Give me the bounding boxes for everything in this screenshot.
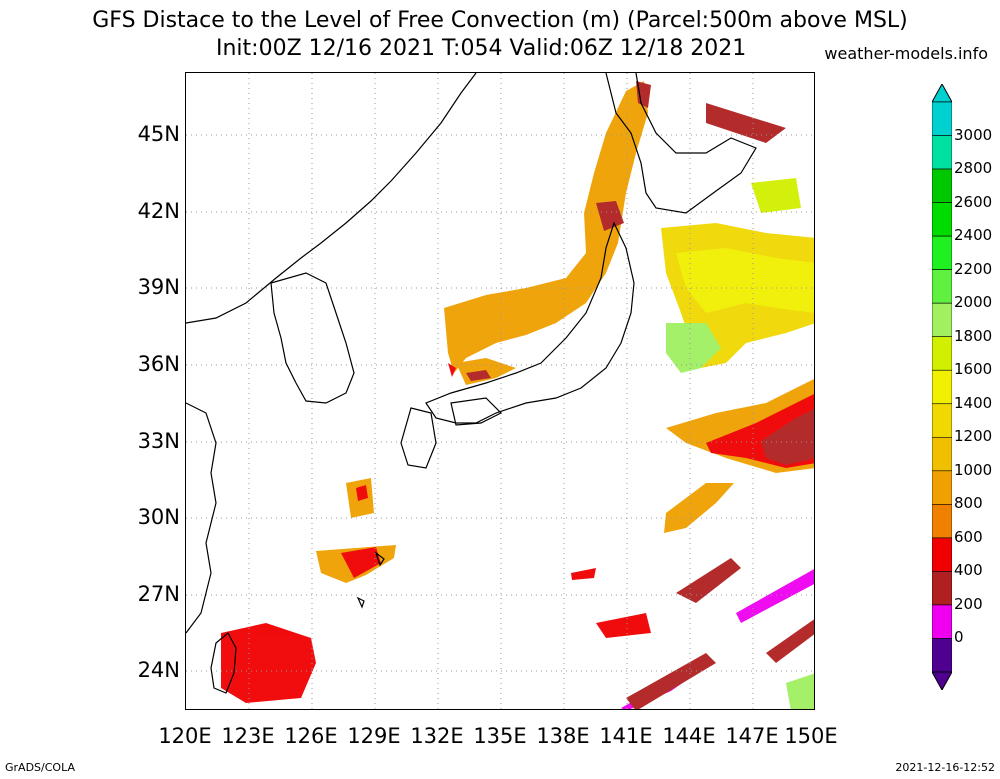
lat-label-42n: 42N bbox=[137, 199, 180, 223]
colorbar-segment bbox=[932, 604, 952, 639]
colorbar-segment bbox=[932, 168, 952, 203]
map-canvas bbox=[186, 73, 814, 709]
colorbar-segment bbox=[932, 571, 952, 606]
colorbar-segment bbox=[932, 135, 952, 170]
colorbar-label: 1200 bbox=[954, 427, 993, 446]
lon-label-126e: 126E bbox=[284, 724, 338, 748]
lon-label-150e: 150E bbox=[784, 724, 838, 748]
colorbar-label: 800 bbox=[954, 494, 983, 513]
colorbar-label: 1000 bbox=[954, 460, 993, 479]
colorbar-bottom-arrow bbox=[932, 671, 952, 690]
colorbar-label: 200 bbox=[954, 594, 983, 613]
coastlines bbox=[186, 73, 757, 694]
colorbar-label: 600 bbox=[954, 527, 983, 546]
colorbar-segment bbox=[932, 403, 952, 438]
map-subtitle: Init:00Z 12/16 2021 T:054 Valid:06Z 12/1… bbox=[216, 36, 747, 61]
lon-label-132e: 132E bbox=[410, 724, 464, 748]
colorbar-top-arrow bbox=[932, 84, 952, 103]
colorbar-label: 2600 bbox=[954, 192, 993, 211]
lon-label-147e: 147E bbox=[725, 724, 779, 748]
graticule bbox=[186, 73, 814, 709]
colorbar bbox=[932, 84, 952, 690]
colorbar-label: 2400 bbox=[954, 226, 993, 245]
colorbar-segment bbox=[932, 101, 952, 136]
colorbar-label: 2000 bbox=[954, 293, 993, 312]
colorbar-segment bbox=[932, 537, 952, 572]
lfc-field bbox=[221, 81, 814, 709]
colorbar-segment bbox=[932, 235, 952, 270]
site-label: weather-models.info bbox=[824, 44, 988, 63]
map-title: GFS Distace to the Level of Free Convect… bbox=[92, 8, 908, 33]
lat-label-36n: 36N bbox=[137, 352, 180, 376]
colorbar-label: 3000 bbox=[954, 125, 993, 144]
footer-timestamp: 2021-12-16-12:52 bbox=[895, 761, 995, 774]
lon-label-129e: 129E bbox=[347, 724, 401, 748]
colorbar-segment bbox=[932, 638, 952, 673]
lon-label-138e: 138E bbox=[536, 724, 590, 748]
colorbar-segment bbox=[932, 269, 952, 304]
lat-label-27n: 27N bbox=[137, 582, 180, 606]
footer-credit: GrADS/COLA bbox=[5, 761, 75, 774]
colorbar-label: 1400 bbox=[954, 393, 993, 412]
lon-label-120e: 120E bbox=[158, 724, 212, 748]
lat-label-24n: 24N bbox=[137, 658, 180, 682]
lon-label-135e: 135E bbox=[473, 724, 527, 748]
lon-label-141e: 141E bbox=[599, 724, 653, 748]
colorbar-label: 1800 bbox=[954, 326, 993, 345]
lon-label-123e: 123E bbox=[221, 724, 275, 748]
colorbar-segment bbox=[932, 369, 952, 405]
colorbar-label: 0 bbox=[954, 628, 964, 647]
colorbar-segment bbox=[932, 436, 952, 472]
colorbar-label: 400 bbox=[954, 561, 983, 580]
colorbar-label: 2800 bbox=[954, 159, 993, 178]
lon-label-144e: 144E bbox=[662, 724, 716, 748]
colorbar-segment bbox=[932, 504, 952, 539]
lat-label-30n: 30N bbox=[137, 505, 180, 529]
colorbar-segment bbox=[932, 202, 952, 237]
colorbar-segment bbox=[932, 302, 952, 338]
colorbar-label: 2200 bbox=[954, 259, 993, 278]
colorbar-segment bbox=[932, 470, 952, 505]
lat-label-33n: 33N bbox=[137, 429, 180, 453]
colorbar-segment bbox=[932, 336, 952, 371]
colorbar-label: 1600 bbox=[954, 360, 993, 379]
map-panel bbox=[185, 72, 815, 710]
lat-label-39n: 39N bbox=[137, 275, 180, 299]
lat-label-45n: 45N bbox=[137, 122, 180, 146]
